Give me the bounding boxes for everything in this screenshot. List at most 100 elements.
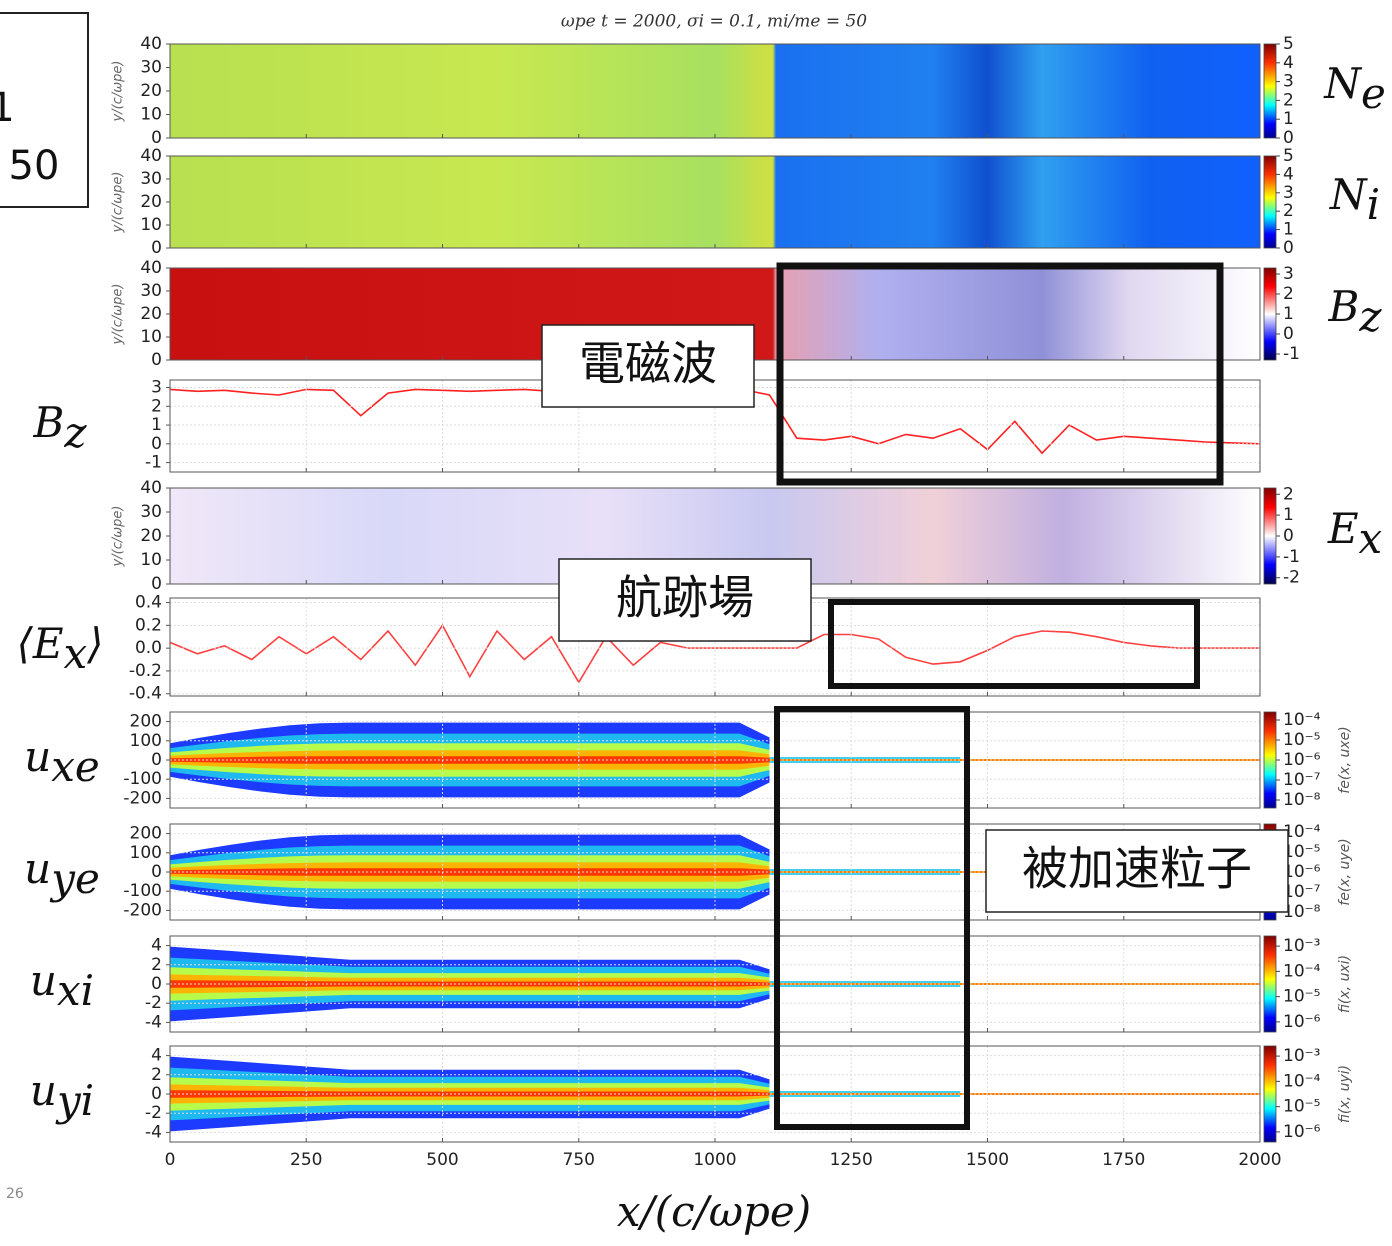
annotation: 電磁波: [579, 337, 717, 391]
colorbar-tick-label: 10⁻⁴: [1283, 961, 1321, 981]
colorbar: [1263, 1045, 1277, 1143]
y-tick-label: 0: [151, 974, 162, 994]
annotation: 航跡場: [616, 571, 754, 625]
panel-label: Bz: [1327, 282, 1382, 341]
y-tick-label: 0: [151, 350, 162, 370]
y-axis-label: y/(c/ωpe): [111, 172, 126, 234]
label-sub: z: [1358, 292, 1382, 341]
y-tick-label: -4: [145, 1122, 162, 1142]
colorbar-tick-label: 10⁻⁶: [1283, 750, 1321, 770]
colorbar-tick-label: 10⁻⁵: [1283, 987, 1320, 1007]
panel-label: uxe: [24, 732, 100, 791]
y-tick-label: 100: [130, 843, 162, 863]
y-tick-label: 0.0: [135, 638, 162, 658]
label-sub: xe: [51, 742, 100, 791]
x-tick-label: 750: [563, 1150, 595, 1170]
y-tick-label: -0.2: [129, 661, 162, 681]
label-base: E: [1327, 504, 1359, 553]
colorbar-tick-label: 10⁻⁴: [1283, 710, 1321, 730]
y-tick-label: 20: [140, 81, 162, 101]
y-tick-label: 20: [140, 192, 162, 212]
y-tick-label: 2: [151, 955, 162, 975]
colorbar-tick-label: 0: [1283, 526, 1294, 546]
label-base: u: [30, 1066, 57, 1115]
annotation-box: [558, 558, 812, 642]
x-axis-label: x/(c/ωpe): [617, 1187, 811, 1236]
panel-border: [169, 1045, 1261, 1143]
colorbar-tick-label: 4: [1283, 164, 1294, 184]
y-tick-label: -0.4: [129, 684, 162, 704]
chart-title: ωpe t = 2000, σi = 0.1, mi/me = 50: [561, 12, 867, 32]
y-tick-label: -4: [145, 1012, 162, 1032]
colorbar-tick-label: 0: [1283, 324, 1294, 344]
distribution: [170, 980, 770, 988]
panel-border: [169, 43, 1261, 139]
x-tick-label: 250: [290, 1150, 322, 1170]
panel-label: Ni: [1329, 170, 1380, 229]
y-tick-label: 0: [151, 750, 162, 770]
panel-label: uye: [24, 844, 100, 903]
colorbar-tick-label: 10⁻⁶: [1283, 1122, 1321, 1142]
label-after: ⟩: [86, 619, 103, 668]
annotation-box: [985, 829, 1289, 913]
y-tick-label: 0: [151, 434, 162, 454]
label-base: u: [24, 732, 51, 781]
colorbar: [1263, 43, 1277, 139]
page-number: 26: [6, 1186, 24, 1202]
colorbar-tick-label: 10⁻⁵: [1283, 842, 1320, 862]
colorbar-tick-label: -2: [1283, 568, 1300, 588]
y-tick-label: 2: [151, 396, 162, 416]
annotation-box: [541, 324, 755, 408]
colorbar-tick-label: 1: [1283, 109, 1294, 129]
x-tick-label: 1250: [830, 1150, 873, 1170]
colorbar-tick-label: 3: [1283, 264, 1294, 284]
y-tick-label: -1: [145, 453, 162, 473]
label-sub: xi: [57, 966, 94, 1015]
y-tick-label: 30: [140, 502, 162, 522]
label-sub: i: [1367, 180, 1380, 229]
distribution: [170, 1090, 770, 1098]
label-sub: z: [63, 408, 87, 457]
panel-label: Ex: [1327, 504, 1383, 563]
colorbar-tick-label: 2: [1283, 90, 1294, 110]
colorbar-tick-label: -1: [1283, 344, 1300, 364]
panel-label: ⟨Ex⟩: [16, 619, 103, 678]
y-tick-label: 0.4: [135, 593, 162, 613]
label-sub: x: [1358, 514, 1382, 563]
y-tick-label: 200: [130, 712, 162, 732]
highlight-frame: [828, 599, 1200, 689]
y-tick-label: -100: [123, 769, 162, 789]
panel-label: Ne: [1323, 59, 1386, 118]
label-base: u: [30, 956, 57, 1005]
label-base: B: [32, 398, 64, 447]
x-tick-label: 1000: [693, 1150, 736, 1170]
colorbar: [1263, 487, 1277, 585]
colorbar-tick-label: 1: [1283, 304, 1294, 324]
highlight-frame: [774, 706, 970, 1130]
y-tick-label: 40: [140, 34, 162, 54]
colorbar-tick-label: 2: [1283, 201, 1294, 221]
heatmap: [170, 156, 1260, 248]
y-tick-label: 0: [151, 1084, 162, 1104]
y-tick-label: 10: [140, 215, 162, 235]
colorbar-label: fi(x, uyi): [1337, 1065, 1353, 1123]
y-tick-label: -100: [123, 881, 162, 901]
label-base: u: [24, 844, 51, 893]
colorbar-tick-label: 10⁻⁴: [1283, 822, 1321, 842]
x-tick-label: 2000: [1238, 1150, 1281, 1170]
y-tick-label: 200: [130, 824, 162, 844]
x-tick-label: 500: [426, 1150, 458, 1170]
y-tick-label: 10: [140, 327, 162, 347]
y-tick-label: 20: [140, 526, 162, 546]
colorbar-tick-label: 10⁻⁵: [1283, 730, 1320, 750]
panel-border: [169, 711, 1261, 809]
colorbar-tick-label: 10⁻⁷: [1283, 882, 1321, 902]
y-tick-label: 0: [151, 862, 162, 882]
y-tick-label: 4: [151, 1046, 162, 1066]
colorbar-tick-label: 0: [1283, 128, 1294, 148]
colorbar-tick-label: -1: [1283, 547, 1300, 567]
y-tick-label: 2: [151, 1065, 162, 1085]
info-box: [0, 12, 89, 208]
